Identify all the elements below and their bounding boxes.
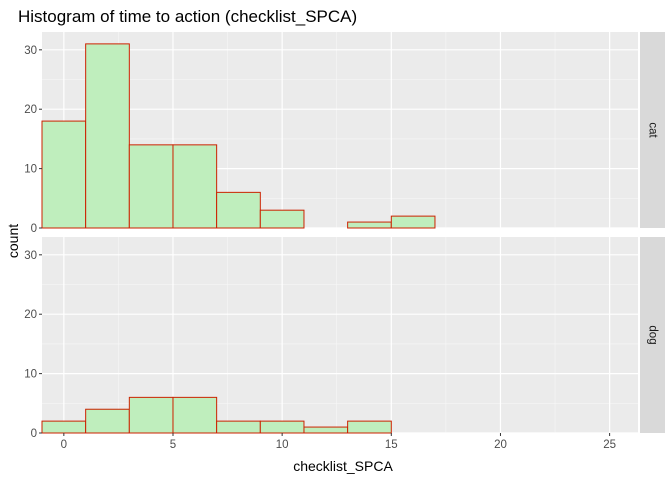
facet-strip (640, 237, 665, 433)
x-tick-label: 10 (276, 439, 289, 451)
x-tick-label: 0 (61, 439, 67, 451)
x-tick-label: 5 (170, 439, 176, 451)
facet-strip-label: dog (647, 325, 659, 344)
x-tick-label: 15 (385, 439, 398, 451)
histogram-bar (259, 420, 305, 434)
histogram-bar (390, 215, 436, 229)
histogram-bar (347, 420, 392, 434)
x-tick-label: 20 (494, 439, 507, 451)
y-tick-label: 0 (31, 223, 37, 235)
facet-panels: 0 10 20 30 cat 0 10 20 30 dog 0 5 10 15 20 25 (24, 32, 665, 451)
histogram-bar (172, 144, 218, 229)
histogram-bar (41, 420, 87, 434)
y-axis-title: count (5, 224, 21, 258)
histogram-bar (172, 396, 218, 434)
facet-strip (640, 32, 665, 228)
y-tick-label: 30 (24, 45, 37, 57)
x-axis-title: checklist_SPCA (293, 458, 393, 474)
y-tick-label: 20 (24, 104, 37, 116)
histogram-bar (216, 420, 261, 434)
facet-strip-label: cat (647, 122, 659, 138)
y-tick-label: 30 (24, 250, 37, 262)
y-tick-label: 10 (24, 369, 37, 381)
histogram-bar (41, 120, 87, 229)
y-tick-label: 0 (31, 428, 37, 440)
chart-title: Histogram of time to action (checklist_S… (18, 7, 357, 26)
y-tick-label: 10 (24, 164, 37, 176)
histogram-bar (216, 191, 261, 229)
histogram-bar (303, 426, 349, 434)
histogram-bar (259, 209, 305, 229)
histogram-bar (347, 221, 392, 229)
histogram-bar (85, 43, 130, 229)
histogram-bar (85, 408, 130, 434)
histogram-bar (128, 144, 174, 229)
y-tick-label: 20 (24, 309, 37, 321)
x-tick-label: 25 (603, 439, 616, 451)
histogram-bar (128, 396, 174, 434)
